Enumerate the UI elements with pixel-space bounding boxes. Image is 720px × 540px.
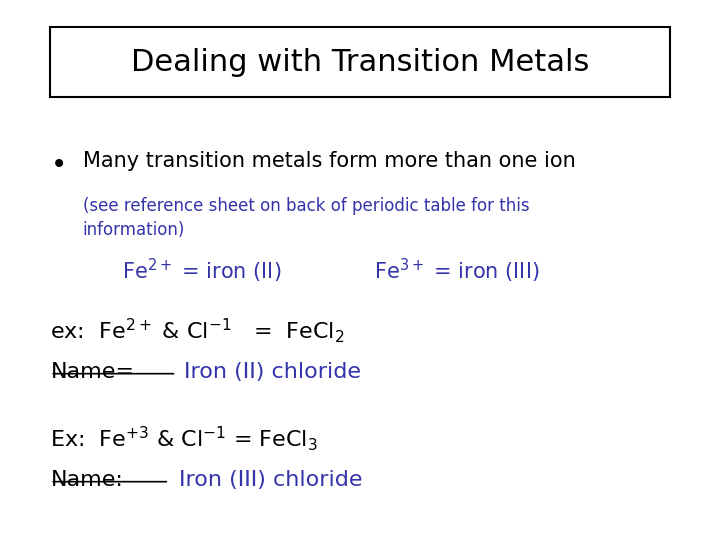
Text: Iron (III) chloride: Iron (III) chloride (179, 470, 362, 490)
Text: Dealing with Transition Metals: Dealing with Transition Metals (131, 48, 589, 77)
Text: Fe$^{3+}$ = iron (III): Fe$^{3+}$ = iron (III) (374, 256, 540, 285)
Text: Ex:  Fe$^{+3}$ & Cl$^{-1}$ = FeCl$_3$: Ex: Fe$^{+3}$ & Cl$^{-1}$ = FeCl$_3$ (50, 424, 318, 453)
FancyBboxPatch shape (50, 27, 670, 97)
Text: Fe$^{2+}$ = iron (II): Fe$^{2+}$ = iron (II) (122, 256, 282, 285)
Text: ex:  Fe$^{2+}$ & Cl$^{-1}$   =  FeCl$_2$: ex: Fe$^{2+}$ & Cl$^{-1}$ = FeCl$_2$ (50, 316, 345, 345)
Text: Name:: Name: (50, 470, 123, 490)
Text: (see reference sheet on back of periodic table for this
information): (see reference sheet on back of periodic… (83, 197, 529, 239)
Text: Iron (II) chloride: Iron (II) chloride (184, 362, 361, 382)
Text: •: • (50, 151, 67, 179)
Text: Many transition metals form more than one ion: Many transition metals form more than on… (83, 151, 575, 171)
Text: Name=: Name= (50, 362, 135, 382)
